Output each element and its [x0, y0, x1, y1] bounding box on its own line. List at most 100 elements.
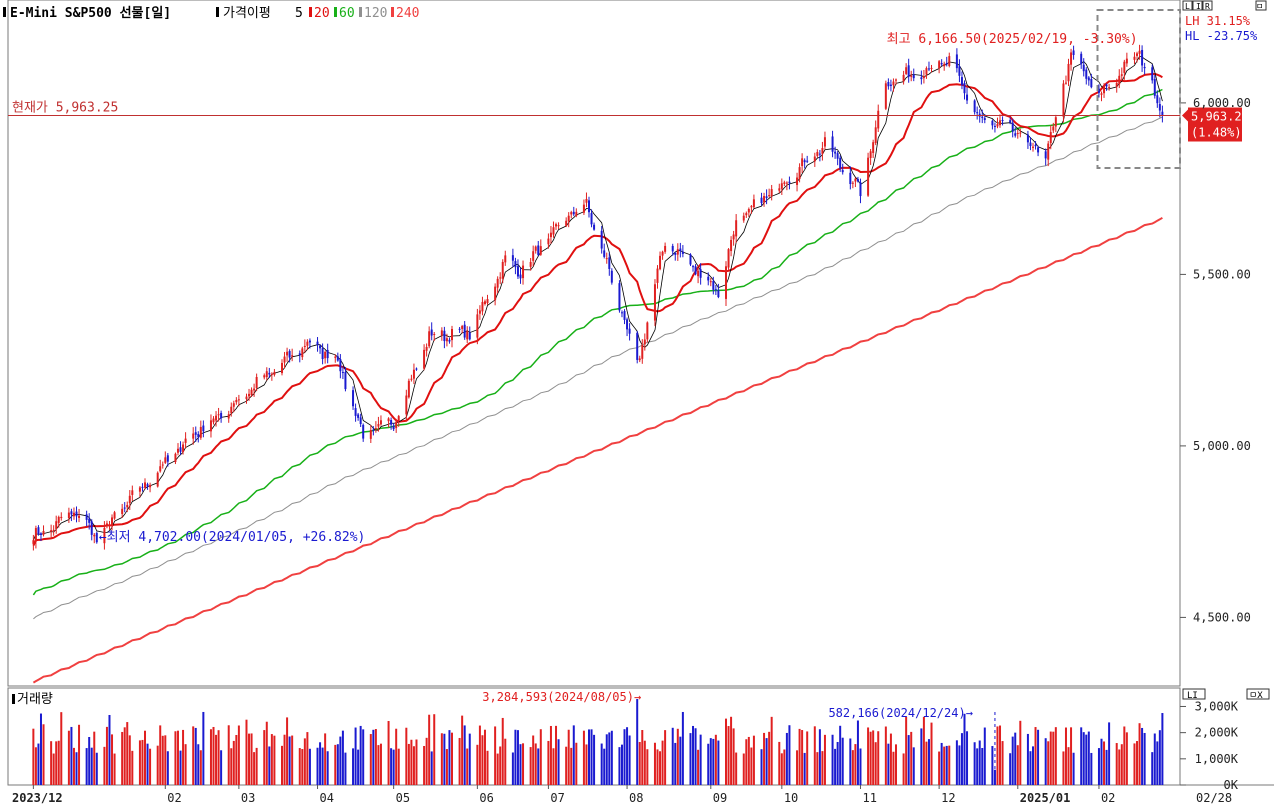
- candle-body[interactable]: [1014, 133, 1017, 136]
- volume-bar[interactable]: [379, 743, 382, 785]
- candle-body[interactable]: [448, 339, 451, 342]
- volume-bar[interactable]: [253, 752, 256, 785]
- candle-body[interactable]: [796, 177, 799, 185]
- candle-body[interactable]: [570, 212, 573, 215]
- candle-body[interactable]: [884, 83, 887, 109]
- volume-bar[interactable]: [128, 735, 131, 785]
- volume-bar[interactable]: [1151, 752, 1154, 785]
- volume-bar[interactable]: [557, 739, 560, 785]
- volume-bar[interactable]: [841, 737, 844, 785]
- volume-bar[interactable]: [1141, 727, 1144, 785]
- candle-body[interactable]: [945, 63, 948, 65]
- candle-body[interactable]: [1087, 77, 1090, 81]
- volume-bar[interactable]: [565, 746, 568, 785]
- volume-bar[interactable]: [735, 752, 738, 785]
- candle-body[interactable]: [159, 466, 162, 472]
- candle-body[interactable]: [428, 331, 431, 347]
- candle-body[interactable]: [461, 326, 464, 329]
- candle-body[interactable]: [146, 484, 149, 487]
- volume-bar[interactable]: [770, 716, 773, 785]
- candle-body[interactable]: [999, 120, 1002, 126]
- volume-bar[interactable]: [483, 729, 486, 785]
- candle-body[interactable]: [641, 345, 644, 359]
- candle-body[interactable]: [390, 420, 393, 425]
- volume-bar[interactable]: [697, 749, 700, 785]
- volume-bar[interactable]: [628, 735, 631, 785]
- volume-bar[interactable]: [1082, 732, 1085, 785]
- volume-bar[interactable]: [270, 734, 273, 785]
- candle-body[interactable]: [179, 447, 182, 452]
- volume-bar[interactable]: [237, 725, 240, 785]
- volume-bar[interactable]: [646, 749, 649, 785]
- candle-body[interactable]: [235, 399, 238, 403]
- volume-bar[interactable]: [197, 744, 200, 785]
- volume-bar[interactable]: [849, 738, 852, 785]
- volume-bar[interactable]: [1097, 748, 1100, 785]
- volume-bar[interactable]: [1009, 753, 1012, 785]
- candle-body[interactable]: [638, 358, 641, 361]
- volume-bar[interactable]: [179, 750, 182, 785]
- volume-bar[interactable]: [248, 733, 251, 785]
- candle-body[interactable]: [752, 199, 755, 208]
- volume-bar[interactable]: [369, 734, 372, 785]
- candle-body[interactable]: [816, 151, 819, 156]
- volume-bar[interactable]: [212, 726, 215, 785]
- candle-body[interactable]: [626, 319, 629, 330]
- candle-body[interactable]: [362, 424, 365, 439]
- volume-bar[interactable]: [1031, 746, 1034, 785]
- volume-bar[interactable]: [763, 732, 766, 785]
- volume-bar[interactable]: [397, 748, 400, 785]
- volume-bar[interactable]: [149, 748, 152, 785]
- candle-body[interactable]: [674, 252, 677, 255]
- candle-body[interactable]: [463, 324, 466, 338]
- volume-bar[interactable]: [466, 748, 469, 785]
- volume-bar[interactable]: [501, 717, 504, 785]
- candle-body[interactable]: [656, 268, 659, 283]
- candle-body[interactable]: [32, 540, 35, 544]
- candle-body[interactable]: [1082, 64, 1085, 72]
- candle-body[interactable]: [268, 372, 271, 375]
- volume-bar[interactable]: [306, 732, 309, 785]
- volume-bar[interactable]: [1052, 731, 1055, 785]
- candle-body[interactable]: [620, 312, 623, 314]
- volume-bar[interactable]: [730, 716, 733, 785]
- volume-bar[interactable]: [108, 714, 111, 785]
- candle-body[interactable]: [1151, 67, 1154, 81]
- candle-body[interactable]: [603, 250, 606, 257]
- volume-bar[interactable]: [1062, 751, 1065, 785]
- candle-body[interactable]: [983, 118, 986, 121]
- volume-bar[interactable]: [174, 731, 177, 785]
- volume-bar[interactable]: [1161, 713, 1164, 785]
- volume-bar[interactable]: [869, 731, 872, 785]
- candle-body[interactable]: [636, 332, 639, 360]
- candle-body[interactable]: [823, 137, 826, 147]
- candle-body[interactable]: [801, 158, 804, 166]
- candle-body[interactable]: [273, 371, 276, 375]
- candle-body[interactable]: [70, 511, 73, 515]
- candle-body[interactable]: [1100, 93, 1103, 95]
- volume-bar[interactable]: [291, 735, 294, 785]
- candle-body[interactable]: [156, 472, 159, 487]
- volume-bar[interactable]: [60, 712, 63, 785]
- volume-bar[interactable]: [1118, 749, 1121, 785]
- volume-bar[interactable]: [217, 730, 220, 785]
- candle-body[interactable]: [445, 338, 448, 342]
- volume-bar[interactable]: [164, 735, 167, 785]
- candle-body[interactable]: [747, 209, 750, 213]
- volume-bar[interactable]: [316, 747, 319, 785]
- candle-body[interactable]: [369, 429, 372, 439]
- candle-body[interactable]: [841, 170, 844, 173]
- candle-body[interactable]: [557, 225, 560, 227]
- candle-body[interactable]: [430, 329, 433, 336]
- volume-bar[interactable]: [803, 752, 806, 785]
- candle-body[interactable]: [357, 414, 360, 418]
- candle-body[interactable]: [1141, 49, 1144, 66]
- volume-bar[interactable]: [374, 729, 377, 785]
- candle-body[interactable]: [395, 421, 398, 429]
- candle-body[interactable]: [659, 255, 662, 270]
- candle-body[interactable]: [742, 215, 745, 221]
- volume-bar[interactable]: [298, 748, 301, 785]
- volume-bar[interactable]: [445, 749, 448, 785]
- volume-bar[interactable]: [585, 744, 588, 785]
- candle-body[interactable]: [694, 266, 697, 275]
